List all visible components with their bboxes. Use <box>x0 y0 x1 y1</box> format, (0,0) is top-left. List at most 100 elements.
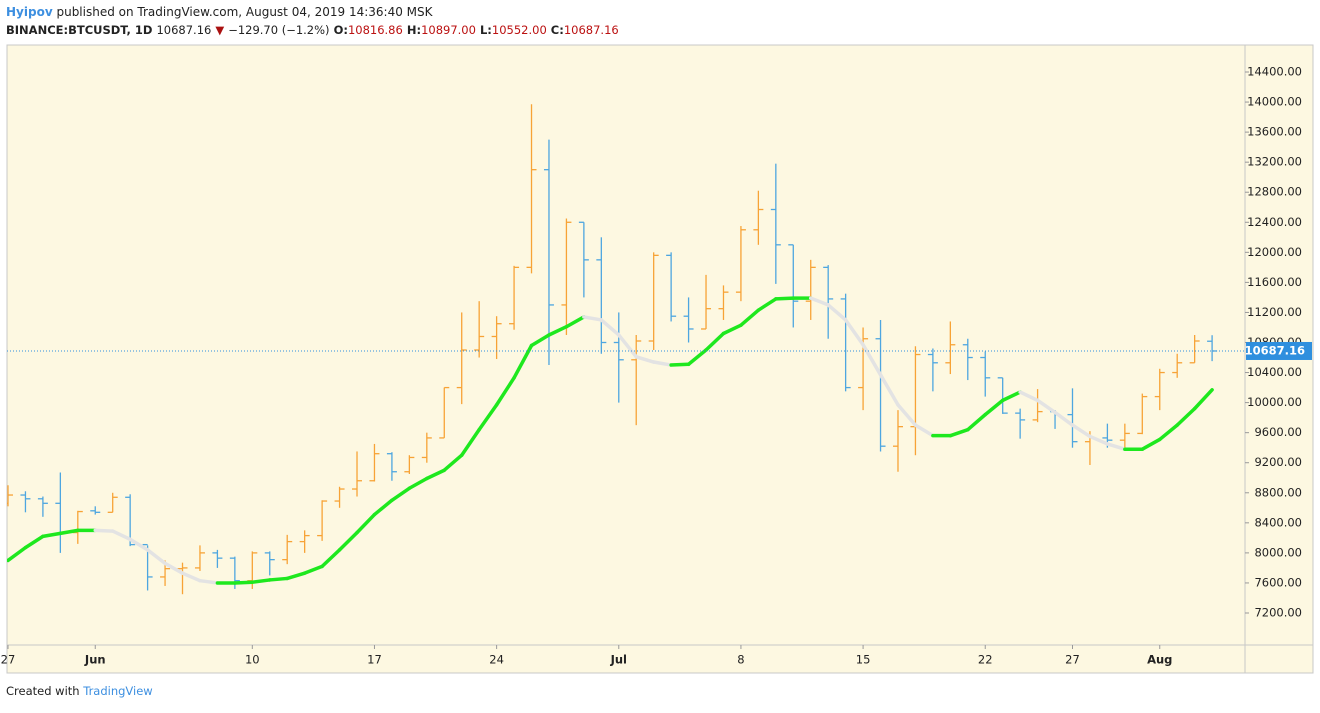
brand[interactable]: TradingView <box>82 684 152 698</box>
y-tick-label: 7200.00 <box>1254 606 1302 620</box>
y-tick-label: 13600.00 <box>1247 125 1302 139</box>
ma-segment <box>634 355 656 364</box>
ohlc-value: 10897.00 <box>421 23 476 37</box>
y-tick-label: 8800.00 <box>1254 485 1302 499</box>
ma-segment <box>1088 434 1110 446</box>
author[interactable]: Hyipov <box>6 5 53 19</box>
x-tick-label: 10 <box>245 653 260 667</box>
ohlc-value: 10687.16 <box>564 23 619 37</box>
y-tick-label: 14400.00 <box>1247 65 1302 79</box>
ma-segment <box>617 333 638 359</box>
y-tick-label: 11200.00 <box>1247 305 1302 319</box>
ma-segment <box>407 476 429 491</box>
ma-segment <box>826 303 848 322</box>
ma-segment <box>1070 423 1092 439</box>
ma-segment <box>983 398 1005 417</box>
ma-segment <box>93 528 115 533</box>
ma-segment <box>1140 437 1162 451</box>
ma-segment <box>564 315 586 329</box>
ma-segment <box>512 343 534 380</box>
ma-segment <box>163 561 185 575</box>
x-tick-label: 17 <box>367 653 382 667</box>
x-tick-label: 27 <box>1 653 16 667</box>
ma-segment <box>285 571 307 581</box>
y-tick-label: 13200.00 <box>1247 155 1302 169</box>
price-tag <box>1246 341 1312 360</box>
y-tick-label: 11600.00 <box>1247 275 1302 289</box>
y-tick-label: 10400.00 <box>1247 365 1302 379</box>
ma-segment <box>1018 390 1040 403</box>
x-tick-label: 8 <box>737 653 744 667</box>
ma-segment <box>110 529 132 542</box>
y-tick-label: 14000.00 <box>1247 95 1302 109</box>
y-tick-label: 10000.00 <box>1247 395 1302 409</box>
ohlc-label: H: <box>407 23 421 37</box>
ma-segment <box>721 323 743 336</box>
y-tick-label: 8400.00 <box>1254 515 1302 529</box>
ma-segment <box>1053 410 1075 427</box>
ma-segment <box>145 548 167 566</box>
ma-segment <box>390 486 412 503</box>
ma-segment <box>599 318 621 337</box>
ma-segment <box>529 333 551 348</box>
ma-segment <box>739 308 761 327</box>
ma-segment <box>233 580 255 585</box>
ma-segment <box>7 545 28 563</box>
ma-segment <box>320 548 342 569</box>
ma-segment <box>442 453 464 472</box>
ma-segment <box>774 296 796 301</box>
ma-segment <box>861 343 883 377</box>
ma-segment <box>547 324 569 337</box>
ma-segment <box>948 427 970 438</box>
y-tick-label: 9200.00 <box>1254 455 1302 469</box>
ma-segment <box>250 578 272 584</box>
ma-segment <box>1000 390 1022 403</box>
ma-segment <box>1175 406 1197 427</box>
ma-segment <box>843 318 865 347</box>
ma-segment <box>355 512 377 535</box>
ohlc-label: L: <box>480 23 492 37</box>
ma-segment <box>1035 398 1057 415</box>
ma-segment <box>494 376 516 407</box>
ma-segment <box>180 571 202 583</box>
ohlc-label: O: <box>334 23 348 37</box>
ma-segment <box>669 362 691 367</box>
x-tick-label: 15 <box>856 653 871 667</box>
ma-segment <box>41 531 63 539</box>
y-tick-label: 8000.00 <box>1254 545 1302 559</box>
legend-line: BINANCE:BTCUSDT, 1D 10687.16 ▼ −129.70 (… <box>6 23 619 37</box>
ma-segment <box>372 498 394 517</box>
price-tag-label: 10687.16 <box>1245 343 1305 357</box>
ma-segment <box>1192 388 1214 411</box>
ma-segment <box>58 528 80 536</box>
footer: Created with TradingView <box>6 684 153 698</box>
ma-segment <box>808 296 830 307</box>
ma-segment <box>651 360 673 367</box>
chart-background <box>6 44 1314 674</box>
y-tick-label: 12400.00 <box>1247 215 1302 229</box>
x-tick-label: Jun <box>84 653 106 667</box>
ma-segment <box>268 576 289 582</box>
y-tick-label: 7600.00 <box>1254 575 1302 589</box>
y-tick-label: 12800.00 <box>1247 185 1302 199</box>
change: −129.70 (−1.2%) <box>228 23 329 37</box>
ma-segment <box>582 315 604 322</box>
ohlc-label: C: <box>551 23 564 37</box>
ma-segment <box>128 537 150 552</box>
ma-segment <box>302 564 324 575</box>
plot <box>7 104 1218 595</box>
published: published on TradingView.com, August 04,… <box>56 5 433 19</box>
header-line: Hyipov published on TradingView.com, Aug… <box>6 5 434 19</box>
ma-segment <box>425 468 447 481</box>
y-tick-label: 12000.00 <box>1247 245 1302 259</box>
ma-segment <box>878 373 900 407</box>
ma-segment <box>704 331 726 352</box>
ma-segment <box>459 427 481 457</box>
last-price: 10687.16 <box>156 23 211 37</box>
ma-segment <box>1157 423 1179 442</box>
ma-segment <box>913 423 935 438</box>
ma-segment <box>23 534 45 550</box>
symbol: BINANCE:BTCUSDT, 1D <box>6 23 152 37</box>
